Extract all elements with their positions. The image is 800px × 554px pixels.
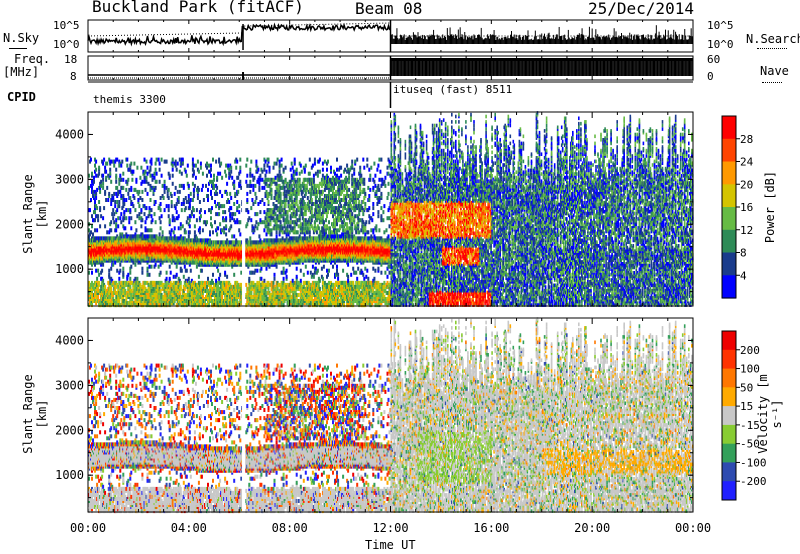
- colorbar-swatch: [722, 229, 736, 254]
- nsky-tick-bottom: 10^0: [53, 38, 80, 51]
- colorbar-swatch: [722, 387, 736, 407]
- velocity-colorbar-tick: 100: [740, 363, 760, 376]
- nsky-panel: [87, 19, 694, 53]
- power-colorbar-tick: 12: [740, 224, 753, 237]
- range-tick-label: 2000: [55, 423, 84, 437]
- time-tick-label: 12:00: [372, 521, 408, 535]
- power-colorbar-tick: 28: [740, 133, 753, 146]
- colorbar-swatch: [722, 406, 736, 426]
- colorbar-swatch: [722, 184, 736, 208]
- range-tick-label: 1000: [55, 262, 84, 276]
- range-tick-label: 4000: [55, 333, 84, 347]
- cpid-label: CPID: [7, 90, 36, 104]
- range-tick-label: 3000: [55, 172, 84, 186]
- colorbar-swatch: [722, 368, 736, 388]
- power-colorbar-tick: 4: [740, 269, 747, 282]
- axes-frames: [87, 20, 694, 513]
- range-tick-label: 1000: [55, 468, 84, 482]
- nave-dots: [762, 82, 782, 83]
- nsearch-tick-bottom: 10^0: [707, 38, 734, 51]
- range-tick-label: 3000: [55, 378, 84, 392]
- nsky-underline: [9, 48, 27, 49]
- power-colorbar-tick: 8: [740, 247, 747, 260]
- time-tick-label: 04:00: [171, 521, 207, 535]
- time-tick-label: 00:00: [675, 521, 711, 535]
- colorbar-swatch: [722, 116, 736, 140]
- time-tick-label: 20:00: [574, 521, 610, 535]
- colorbar-swatch: [722, 331, 736, 351]
- velocity-heatmap: [88, 317, 694, 514]
- power-colorbar-tick: 20: [740, 178, 753, 191]
- beam-title: Beam 08: [355, 0, 422, 18]
- range-tick-label: 4000: [55, 127, 84, 141]
- velocity-colorbar-tick: -15: [740, 419, 760, 432]
- freq-tick-bottom: 8: [70, 70, 77, 83]
- velocity-colorbar-tick: -100: [740, 456, 767, 469]
- power-heatmap: [88, 111, 694, 308]
- velocity-colorbar-tick: -200: [740, 475, 767, 488]
- nsearch-tick-top: 10^5: [707, 19, 734, 32]
- freq-label-line1: Freq.: [14, 52, 50, 66]
- nsky-label: N.Sky: [3, 31, 39, 45]
- freq-label-line2: [MHz]: [3, 65, 39, 79]
- nsky-tick-top: 10^5: [53, 19, 80, 32]
- nsearch-dots: [757, 48, 787, 49]
- colorbar-swatch: [722, 138, 736, 163]
- nsearch-label: N.Search: [746, 32, 800, 46]
- nave-label: Nave: [760, 64, 789, 78]
- time-tick-label: 16:00: [473, 521, 509, 535]
- date-title: 25/Dec/2014: [588, 0, 694, 18]
- tick-labels: 4 8 12 16 20 24 28 200 100 50 15 -15 -50 -100 -200 1000…: [55, 127, 766, 535]
- velocity-colorbar: [721, 330, 737, 501]
- nave-tick-bottom: 0: [707, 70, 714, 83]
- freq-panel: [87, 55, 694, 108]
- colorbar-swatch: [722, 252, 736, 276]
- colorbar-swatch: [722, 462, 736, 482]
- velocity-colorbar-tick: 50: [740, 381, 753, 394]
- x-axis-label: Time UT: [365, 538, 416, 552]
- power-colorbar-tick: 16: [740, 201, 753, 214]
- velocity-colorbar-tick: -50: [740, 438, 760, 451]
- cpid-mode-1: themis 3300: [93, 93, 166, 106]
- power-colorbar-tick: 24: [740, 156, 754, 169]
- colorbar-swatch: [722, 207, 736, 231]
- power-colorbar: [721, 115, 737, 299]
- colorbar-swatch: [722, 275, 736, 299]
- velocity-colorbar-tick: 200: [740, 344, 760, 357]
- station-title: Buckland Park (fitACF): [92, 0, 304, 16]
- nave-tick-top: 60: [707, 53, 720, 66]
- colorbar-swatch: [722, 443, 736, 463]
- cpid-mode-2: ituseq (fast) 8511: [393, 83, 512, 96]
- colorbar-swatch: [722, 349, 736, 370]
- colorbar-swatch: [722, 161, 736, 185]
- velocity-colorbar-tick: 15: [740, 400, 753, 413]
- colorbar-swatch: [722, 481, 736, 501]
- time-tick-label: 00:00: [70, 521, 106, 535]
- range-tick-label: 2000: [55, 217, 84, 231]
- time-tick-label: 08:00: [272, 521, 308, 535]
- colorbar-swatch: [722, 424, 736, 445]
- freq-tick-top: 18: [64, 53, 77, 66]
